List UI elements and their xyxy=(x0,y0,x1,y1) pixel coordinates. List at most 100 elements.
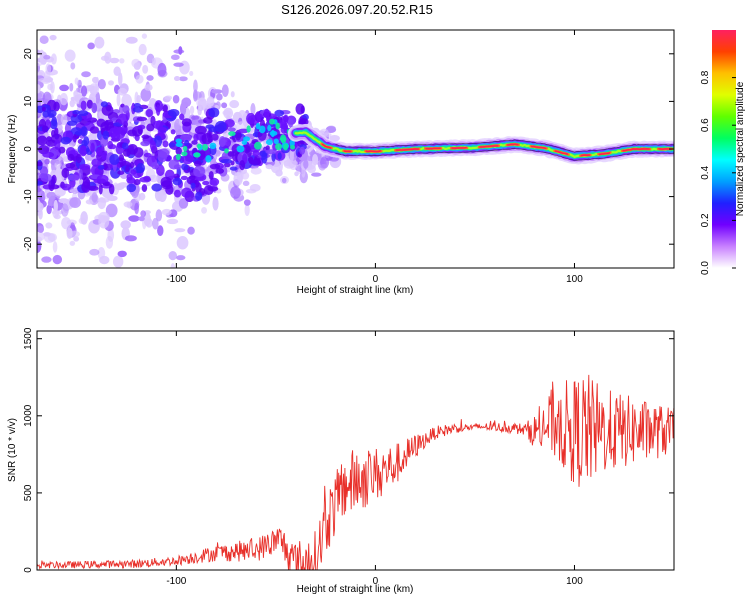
spectrogram-noise-blob xyxy=(170,263,176,268)
spectrogram-cluster-blob xyxy=(37,161,43,167)
spectrogram-noise-blob xyxy=(174,228,186,233)
snr-series-line xyxy=(37,374,674,570)
spectrogram-noise-blob xyxy=(52,241,58,253)
spectrogram-noise-blob xyxy=(45,63,52,75)
spectrogram-noise-blob xyxy=(157,225,164,237)
spectrogram-noise-blob xyxy=(107,195,118,202)
spectrogram-noise-blob xyxy=(41,256,52,263)
spectrogram-cluster-blob xyxy=(107,140,114,150)
spectrogram-noise-blob xyxy=(97,78,106,90)
spectrogram-cluster-blob xyxy=(109,154,120,165)
spectrogram-noise-blob xyxy=(49,34,57,41)
spectrogram-ridge-edge xyxy=(335,139,674,153)
spectrogram-cluster-blob xyxy=(117,170,125,175)
spectrogram-peak-inner xyxy=(425,147,441,150)
spectrogram-cluster-blob xyxy=(184,139,190,147)
spectrogram-cluster-blob xyxy=(203,117,213,124)
spectrogram-noise-blob xyxy=(176,235,189,250)
spectrogram-noise-blob xyxy=(206,96,215,107)
spectrogram-cluster-blob xyxy=(80,100,87,111)
spectrogram-hot-spot xyxy=(228,131,236,137)
spectrogram-cluster-blob xyxy=(194,125,207,135)
spectrogram-cluster-blob xyxy=(101,104,114,116)
spectrogram-cluster-blob xyxy=(196,148,206,161)
spectrogram-cluster-blob xyxy=(180,175,188,181)
spectrogram-cluster-blob xyxy=(143,152,152,158)
spectrogram-cluster-blob xyxy=(283,115,288,127)
spectrogram-noise-blob xyxy=(89,248,100,256)
x-tick-label: 0 xyxy=(373,274,379,285)
spectrogram-noise-blob xyxy=(265,164,273,170)
spectrogram-noise-blob xyxy=(175,255,186,261)
spectrogram-cluster-blob xyxy=(209,177,220,186)
spectrogram-noise-blob xyxy=(69,188,80,194)
spectrogram-noise-blob xyxy=(120,220,131,229)
spectrogram-hot-spot xyxy=(182,145,188,152)
spectrogram-cluster-blob xyxy=(72,134,77,143)
spectrogram-noise-blob xyxy=(37,231,45,242)
spectrogram-noise-blob xyxy=(189,105,195,115)
spectrogram-cluster-blob xyxy=(277,152,282,160)
spectrogram-noise-blob xyxy=(74,77,79,85)
spectrogram-noise-blob xyxy=(117,72,123,86)
spectrogram-noise-blob xyxy=(142,64,149,74)
spectrogram-noise-blob xyxy=(85,199,94,205)
spectrogram-noise-blob xyxy=(221,84,229,98)
spectrogram-peak-inner xyxy=(554,150,569,155)
spectrogram-cluster-blob xyxy=(141,134,150,140)
spectrogram-noise-blob xyxy=(245,188,257,194)
spectrogram-noise-blob xyxy=(60,114,68,125)
spectrogram-noise-blob xyxy=(124,235,137,242)
spectrogram-cluster-blob xyxy=(162,140,169,148)
spectrogram-noise-blob xyxy=(99,255,110,265)
spectrogram-peak-inner xyxy=(395,148,420,152)
spectrogram-cluster-blob xyxy=(157,126,168,133)
spectrogram-noise-blob xyxy=(81,71,91,78)
spectrogram-noise-blob xyxy=(242,180,250,187)
spectrogram-cluster-blob xyxy=(122,148,131,157)
spectrogram-noise-blob xyxy=(149,98,156,107)
spectrogram-noise-blob xyxy=(138,216,145,222)
spectrogram-cluster-blob xyxy=(54,139,61,150)
spectrogram-noise-blob xyxy=(179,102,187,116)
y-tick-label: 0 xyxy=(23,146,34,152)
spectrogram-noise-blob xyxy=(109,57,120,64)
spectrogram-cluster-blob xyxy=(133,102,141,108)
spectrogram-cluster-blob xyxy=(136,116,148,122)
spectrogram-noise-blob xyxy=(311,172,322,177)
spectrogram-cluster-blob xyxy=(193,133,199,142)
spectrogram-noise-blob xyxy=(61,216,72,230)
spectrogram-hot-spot xyxy=(259,125,266,134)
spectrogram-noise-blob xyxy=(92,76,99,84)
spectrogram-noise-blob xyxy=(294,171,299,177)
spectrogram-noise-blob xyxy=(281,177,287,184)
spectrogram-cluster-blob xyxy=(208,107,220,118)
spectrogram-noise-blob xyxy=(54,214,61,220)
spectrogram-cluster-blob xyxy=(265,149,277,155)
spectrogram-noise-blob xyxy=(243,199,251,206)
colorbar-tick-label: 0.6 xyxy=(700,118,711,132)
spectrogram-cluster-blob xyxy=(61,167,70,179)
snr-x-label: Height of straight line (km) xyxy=(297,584,414,595)
spectrogram-cluster-blob xyxy=(100,101,108,108)
spectrogram-noise-blob xyxy=(105,203,118,218)
spectrogram-hot-spot xyxy=(205,155,212,163)
spectrogram-y-label: Frequency (Hz) xyxy=(7,115,18,184)
spectrogram-cluster-blob xyxy=(49,184,60,190)
spectrogram-noise-blob xyxy=(121,93,132,108)
spectrogram-cluster-blob xyxy=(160,176,172,188)
spectrogram-peak-inner xyxy=(530,145,547,150)
spectrogram-cluster-blob xyxy=(227,127,236,132)
spectrogram-cluster-blob xyxy=(67,174,80,181)
spectrogram-x-label: Height of straight line (km) xyxy=(297,285,414,296)
spectrogram-cluster-blob xyxy=(40,173,52,182)
spectrogram-noise-blob xyxy=(37,57,44,67)
spectrogram-cluster-blob xyxy=(98,183,103,195)
spectrogram-noise-blob xyxy=(215,149,221,157)
spectrogram-hot-spot xyxy=(236,145,245,153)
spectrogram-cluster-blob xyxy=(181,154,194,165)
spectrogram-hot-spot xyxy=(196,143,202,149)
y-tick-label: 0 xyxy=(23,567,34,573)
spectrogram-noise-blob xyxy=(250,167,262,175)
spectrogram-cluster-blob xyxy=(224,118,235,128)
